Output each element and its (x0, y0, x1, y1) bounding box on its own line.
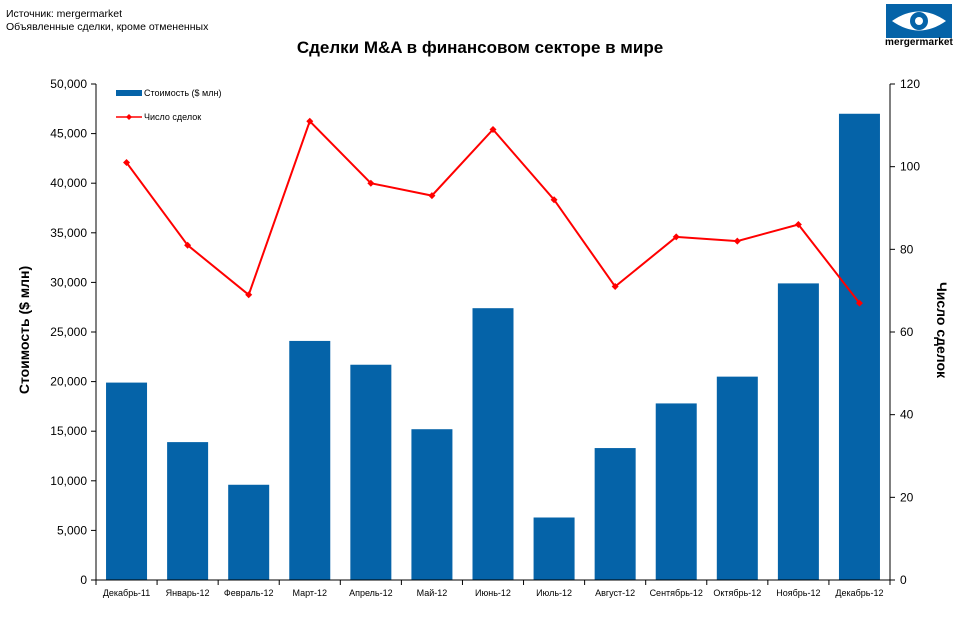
bar-value (228, 484, 270, 580)
x-tick-label: Декабрь-11 (103, 588, 150, 598)
legend-label-value: Стоимость ($ млн) (144, 88, 221, 98)
line-point-deal-count (794, 221, 802, 229)
line-point-deal-count (855, 299, 863, 307)
x-tick-label: Январь-12 (166, 588, 210, 598)
line-point-deal-count (550, 196, 558, 204)
x-tick-label: Август-12 (595, 588, 635, 598)
x-tick-label: Ноябрь-12 (776, 588, 820, 598)
x-tick-label: Февраль-12 (224, 588, 274, 598)
line-point-deal-count (611, 283, 619, 291)
plot-area: 0 5,000 10,000 15,000 20,000 25,000 30,000 35,0… (50, 77, 920, 598)
line-point-deal-count (306, 117, 314, 125)
bar-value (533, 517, 575, 580)
bar-value (411, 429, 453, 580)
logo-pupil-highlight (915, 17, 923, 25)
bar-value (350, 364, 392, 580)
bar-value (106, 382, 148, 580)
mergermarket-logo (886, 4, 952, 38)
y2-tick-label: 0 (900, 573, 907, 587)
x-tick-label: Октябрь-12 (713, 588, 761, 598)
bar-value (838, 113, 880, 580)
line-point-deal-count (489, 125, 497, 133)
x-tick-label: Май-12 (417, 588, 448, 598)
line-point-deal-count (245, 291, 253, 299)
y-tick-label: 30,000 (50, 275, 87, 289)
logo-text: mergermarket (885, 37, 953, 48)
y-tick-label: 20,000 (50, 375, 87, 389)
y2-tick-label: 20 (900, 490, 914, 504)
bar-value (777, 283, 819, 580)
legend-label-count: Число сделок (144, 112, 201, 122)
y2-axis-title: Число сделок (934, 282, 950, 379)
deals-note: Объявленные сделки, кроме отмененных (6, 21, 209, 33)
y-tick-label: 15,000 (50, 424, 87, 438)
line-point-deal-count (428, 192, 436, 200)
y-tick-label: 0 (80, 573, 87, 587)
line-point-deal-count (367, 179, 375, 187)
y-tick-label: 35,000 (50, 226, 87, 240)
source-note: Источник: mergermarket Объявленные сделк… (6, 8, 208, 34)
y-tick-label: 40,000 (50, 176, 87, 190)
y-tick-label: 10,000 (50, 474, 87, 488)
source-label: Источник: mergermarket (6, 8, 123, 20)
y-tick-label: 45,000 (50, 127, 87, 141)
x-tick-label: Сентябрь-12 (650, 588, 703, 598)
x-tick-label: Март-12 (292, 588, 327, 598)
bar-value (289, 340, 331, 580)
x-tick-label: Декабрь-12 (835, 588, 883, 598)
bar-value (472, 308, 514, 580)
line-point-deal-count (733, 237, 741, 245)
legend: Стоимость ($ млн) Число сделок (116, 88, 221, 122)
y-tick-label: 25,000 (50, 325, 87, 339)
y2-tick-label: 120 (900, 77, 920, 91)
bar-value (716, 376, 758, 580)
bar-value (167, 442, 209, 580)
line-point-deal-count (672, 233, 680, 241)
y2-tick-label: 80 (900, 242, 914, 256)
y2-tick-label: 40 (900, 408, 914, 422)
line-point-deal-count (184, 241, 192, 249)
legend-swatch-value (116, 90, 142, 96)
bar-value (655, 403, 697, 580)
y-tick-label: 50,000 (50, 77, 87, 91)
y-tick-label: 5,000 (57, 523, 87, 537)
line-deal-count (125, 119, 861, 304)
legend-marker-count (126, 114, 132, 120)
line-point-deal-count (123, 159, 131, 167)
x-tick-label: Июнь-12 (475, 588, 511, 598)
bar-value (594, 448, 636, 580)
x-tick-label: Апрель-12 (349, 588, 393, 598)
y2-tick-label: 100 (900, 160, 920, 174)
y-axis-title: Стоимость ($ млн) (16, 266, 32, 394)
x-tick-label: Июль-12 (536, 588, 572, 598)
chart-title: Сделки M&A в финансовом секторе в мире (296, 38, 664, 57)
y2-tick-label: 60 (900, 325, 914, 339)
